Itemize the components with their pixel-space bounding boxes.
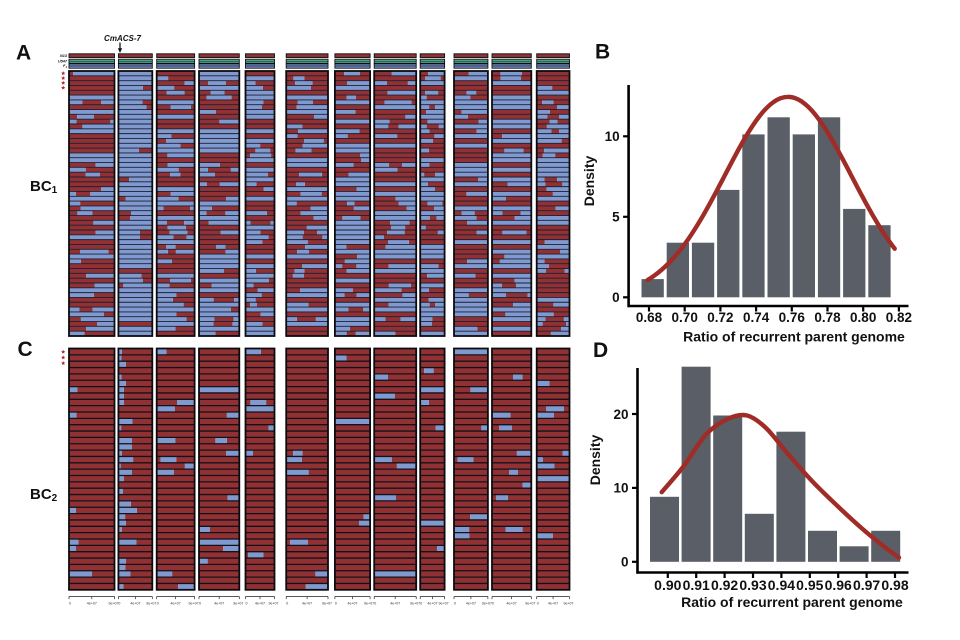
svg-text:0: 0 <box>621 555 629 570</box>
svg-text:0.70: 0.70 <box>672 310 698 325</box>
svg-text:0: 0 <box>157 602 159 606</box>
svg-text:0: 0 <box>335 602 337 606</box>
svg-text:9e+07: 9e+07 <box>439 602 449 606</box>
svg-text:0.96: 0.96 <box>825 577 852 593</box>
svg-text:4e+07: 4e+07 <box>466 602 476 606</box>
svg-text:BC2: BC2 <box>30 486 58 504</box>
svg-text:CmACS-7: CmACS-7 <box>104 34 141 43</box>
svg-text:9e+07: 9e+07 <box>108 602 118 606</box>
svg-text:BC1: BC1 <box>30 178 58 196</box>
svg-text:4e+07: 4e+07 <box>427 602 437 606</box>
svg-text:0.74: 0.74 <box>743 310 770 325</box>
svg-text:0: 0 <box>246 602 248 606</box>
svg-text:0.95: 0.95 <box>796 577 823 593</box>
svg-text:9e+07: 9e+07 <box>322 602 332 606</box>
svg-text:5: 5 <box>612 210 620 225</box>
svg-text:9e+07: 9e+07 <box>410 602 420 606</box>
svg-text:4e+07: 4e+07 <box>548 602 558 606</box>
svg-text:0.92: 0.92 <box>711 577 738 593</box>
svg-text:Density: Density <box>581 156 597 207</box>
svg-text:0.80: 0.80 <box>850 310 876 325</box>
svg-text:0.97: 0.97 <box>853 577 880 593</box>
svg-text:4e+07: 4e+07 <box>214 602 224 606</box>
svg-text:0: 0 <box>420 602 422 606</box>
svg-text:4e+07: 4e+07 <box>87 602 97 606</box>
svg-text:4e+07: 4e+07 <box>302 602 312 606</box>
svg-text:0.98: 0.98 <box>881 577 908 593</box>
svg-text:9e+07: 9e+07 <box>482 602 492 606</box>
svg-text:F1: F1 <box>63 64 67 69</box>
svg-text:0: 0 <box>454 602 456 606</box>
svg-text:0.82: 0.82 <box>886 310 912 325</box>
svg-text:0.91: 0.91 <box>683 577 710 593</box>
svg-text:0.93: 0.93 <box>739 577 766 593</box>
svg-text:0: 0 <box>69 602 71 606</box>
svg-text:9e+07: 9e+07 <box>364 602 374 606</box>
svg-text:0: 0 <box>286 602 288 606</box>
svg-text:B: B <box>595 41 610 64</box>
svg-text:0: 0 <box>537 602 539 606</box>
svg-text:9e+07: 9e+07 <box>268 602 278 606</box>
svg-text:20: 20 <box>613 407 628 422</box>
svg-text:4e+07: 4e+07 <box>390 602 400 606</box>
svg-text:Density: Density <box>587 435 603 486</box>
svg-text:4e+07: 4e+07 <box>347 602 357 606</box>
svg-text:0.94: 0.94 <box>768 577 795 593</box>
svg-text:0: 0 <box>492 602 494 606</box>
svg-text:9e+07: 9e+07 <box>146 602 156 606</box>
svg-text:0: 0 <box>374 602 376 606</box>
svg-text:9e+07: 9e+07 <box>525 602 535 606</box>
svg-text:N13: N13 <box>60 54 68 58</box>
svg-text:4e+07: 4e+07 <box>171 602 181 606</box>
svg-text:U547: U547 <box>58 59 68 63</box>
svg-text:9e+07: 9e+07 <box>189 602 199 606</box>
svg-text:D: D <box>593 339 608 362</box>
svg-text:4e+07: 4e+07 <box>130 602 140 606</box>
svg-text:9e+07: 9e+07 <box>563 602 573 606</box>
svg-text:Ratio of recurrent parent geno: Ratio of recurrent parent genome <box>683 329 905 345</box>
svg-text:0.68: 0.68 <box>636 310 663 325</box>
svg-text:9e+07: 9e+07 <box>233 602 243 606</box>
svg-text:0.76: 0.76 <box>779 310 806 325</box>
svg-text:0.90: 0.90 <box>654 577 681 593</box>
svg-text:4e+07: 4e+07 <box>507 602 517 606</box>
svg-text:0.78: 0.78 <box>814 310 841 325</box>
svg-text:0: 0 <box>612 290 620 305</box>
svg-text:0.72: 0.72 <box>707 310 733 325</box>
svg-text:0: 0 <box>199 602 201 606</box>
svg-text:10: 10 <box>605 129 620 144</box>
svg-text:Ratio of recurrent parent geno: Ratio of recurrent parent genome <box>681 594 903 610</box>
svg-text:0: 0 <box>118 602 120 606</box>
svg-text:10: 10 <box>613 481 628 496</box>
svg-text:4e+07: 4e+07 <box>255 602 265 606</box>
svg-text:A: A <box>16 42 31 65</box>
svg-text:C: C <box>18 338 33 361</box>
